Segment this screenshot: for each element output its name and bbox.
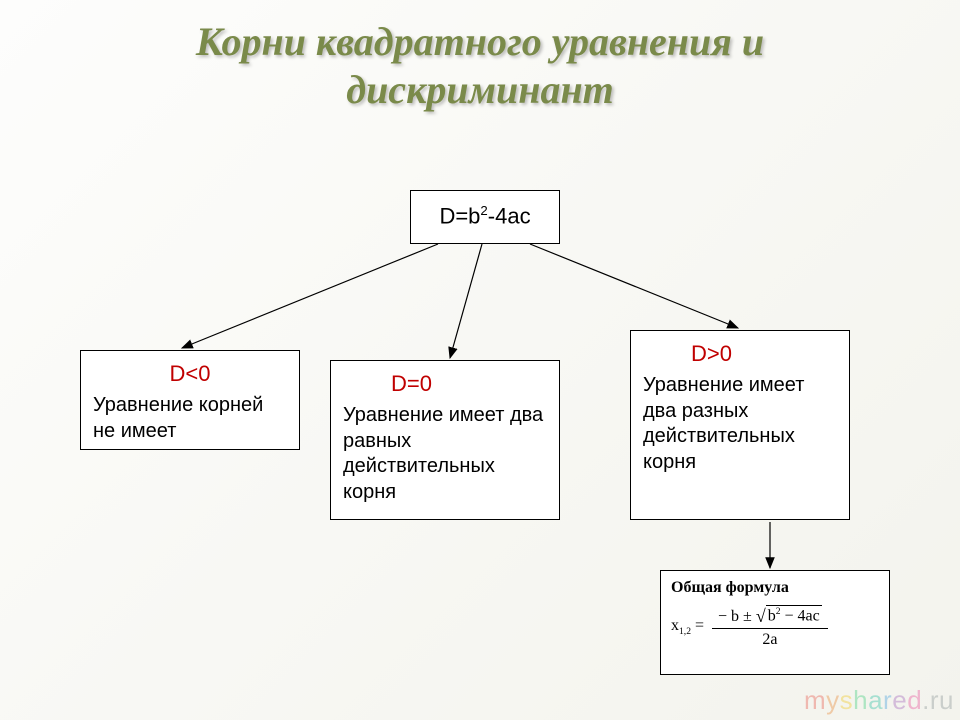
root-post: − 4ac: [781, 607, 820, 624]
arrow-to-negative: [182, 244, 438, 348]
discriminant-formula-box: D=b2-4ac: [410, 190, 560, 244]
x-label: x1,2 =: [671, 617, 712, 637]
wm-5: r: [883, 685, 892, 715]
fraction: − b ± √b2 − 4ac 2a: [712, 605, 828, 649]
case-positive-box: D>0 Уравнение имеет два разных действите…: [630, 330, 850, 520]
general-formula-expression: x1,2 = − b ± √b2 − 4ac 2a: [671, 605, 879, 649]
wm-1: y: [826, 685, 840, 715]
case-zero-header: D=0: [343, 371, 547, 397]
wm-7: d: [907, 685, 922, 715]
root-pre: b: [768, 607, 776, 624]
page-title: Корни квадратного уравнения и дискримина…: [0, 18, 960, 114]
title-line-2: дискриминант: [346, 67, 614, 112]
x-sub: 1,2: [679, 626, 691, 637]
wm-4: a: [868, 685, 883, 715]
disc-sup: 2: [480, 203, 487, 218]
wm-suffix: .ru: [922, 685, 954, 715]
case-negative-box: D<0 Уравнение корней не имеет: [80, 350, 300, 450]
disc-prefix: D=b: [439, 203, 480, 228]
wm-3: h: [853, 685, 868, 715]
wm-0: m: [804, 685, 826, 715]
case-positive-header: D>0: [643, 341, 837, 367]
case-negative-text: Уравнение корней не имеет: [93, 393, 287, 444]
title-line-1: Корни квадратного уравнения и: [196, 19, 764, 64]
arrow-to-zero: [450, 244, 482, 358]
case-zero-box: D=0 Уравнение имеет два равных действите…: [330, 360, 560, 520]
denominator: 2a: [712, 629, 828, 649]
num-pre: − b ±: [718, 608, 756, 625]
numerator: − b ± √b2 − 4ac: [712, 605, 828, 629]
sqrt-icon: √: [756, 606, 766, 626]
case-negative-header: D<0: [93, 361, 287, 387]
wm-6: e: [892, 685, 907, 715]
case-positive-text: Уравнение имеет два разных действительны…: [643, 373, 837, 475]
general-formula-box: Общая формула x1,2 = − b ± √b2 − 4ac 2a: [660, 570, 890, 675]
arrow-to-positive: [530, 244, 738, 328]
watermark: myshared.ru: [804, 685, 954, 716]
general-formula-title: Общая формула: [671, 579, 879, 597]
disc-suffix: -4ac: [488, 203, 531, 228]
x-label-text: x: [671, 617, 679, 634]
case-zero-text: Уравнение имеет два равных действительны…: [343, 403, 547, 505]
sqrt-body: b2 − 4ac: [766, 605, 822, 625]
wm-2: s: [840, 685, 854, 715]
equals-sign: =: [691, 617, 704, 634]
